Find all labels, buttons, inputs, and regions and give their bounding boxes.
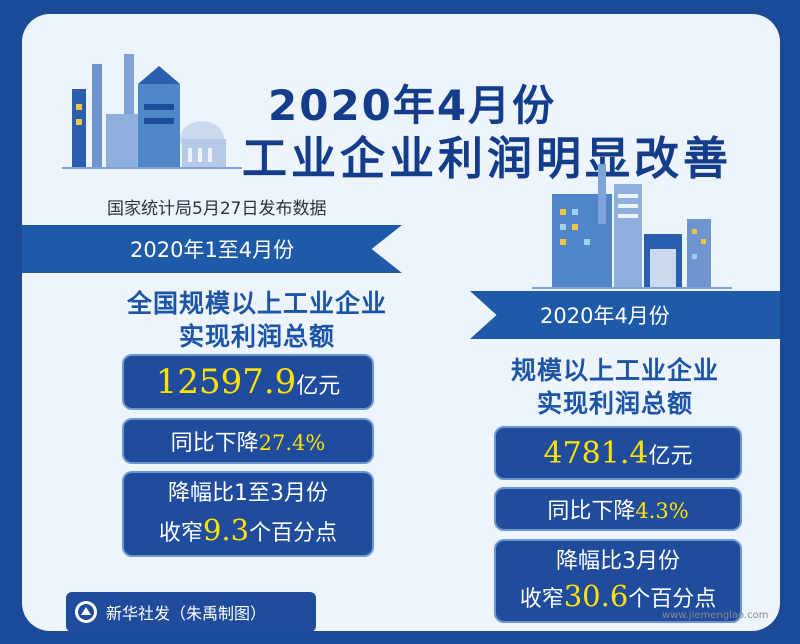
left-yoy-prefix: 同比下降 bbox=[170, 431, 259, 456]
title-line-2: 工业企业利润明显改善 bbox=[242, 132, 733, 185]
right-narrow-value: 30.6 bbox=[563, 578, 629, 613]
right-narrow-unit: 个百分点 bbox=[628, 586, 717, 612]
left-total-unit: 亿元 bbox=[296, 374, 341, 399]
credit-bar: 新华社发（朱禹制图） bbox=[66, 592, 316, 631]
data-source-note: 国家统计局5月27日发布数据 bbox=[107, 199, 327, 219]
right-yoy-box: 同比下降4.3% bbox=[494, 487, 742, 531]
right-narrow-box: 降幅比3月份 收窄30.6个百分点 bbox=[494, 539, 742, 623]
period-ribbon-right: 2020年4月份 bbox=[470, 291, 780, 339]
right-narrow-prefix: 收窄 bbox=[519, 586, 564, 612]
period-label-left: 2020年1至4月份 bbox=[130, 238, 295, 262]
left-narrow-box: 降幅比1至3月份 收窄9.3个百分点 bbox=[122, 471, 374, 557]
period-label-right: 2020年4月份 bbox=[540, 304, 670, 328]
right-total-value: 4781.4 bbox=[543, 435, 649, 471]
right-total-unit: 亿元 bbox=[648, 443, 693, 469]
right-heading: 规模以上工业企业 实现利润总额 bbox=[490, 354, 740, 420]
right-narrow-line-1: 降幅比3月份 bbox=[556, 548, 680, 574]
left-heading-line-1: 全国规模以上工业企业 bbox=[126, 289, 387, 318]
content-card: 2020年4月份 工业企业利润明显改善 国家统计局5月27日发布数据 2020年… bbox=[22, 14, 780, 631]
left-heading: 全国规模以上工业企业 实现利润总额 bbox=[102, 287, 412, 353]
right-total-profit-box: 4781.4亿元 bbox=[494, 426, 742, 480]
left-total-value: 12597.9 bbox=[155, 362, 297, 402]
xinhua-logo-icon bbox=[75, 601, 97, 623]
left-yoy-box: 同比下降27.4% bbox=[122, 418, 374, 464]
left-heading-line-2: 实现利润总额 bbox=[178, 322, 335, 351]
right-yoy-prefix: 同比下降 bbox=[547, 499, 636, 524]
right-yoy-value: 4.3% bbox=[635, 499, 689, 523]
watermark-text: www.jiemenglao.com bbox=[662, 610, 769, 621]
right-heading-line-1: 规模以上工业企业 bbox=[510, 356, 719, 385]
left-narrow-value: 9.3 bbox=[202, 512, 250, 547]
left-narrow-prefix: 收窄 bbox=[158, 520, 203, 546]
left-total-profit-box: 12597.9亿元 bbox=[122, 354, 374, 410]
title-line-1: 2020年4月份 bbox=[268, 81, 557, 130]
left-narrow-line-1: 降幅比1至3月份 bbox=[168, 480, 328, 506]
factory-illustration-right-icon bbox=[532, 164, 732, 289]
credit-text: 新华社发（朱禹制图） bbox=[106, 604, 267, 623]
right-heading-line-2: 实现利润总额 bbox=[536, 389, 693, 418]
left-yoy-value: 27.4% bbox=[258, 431, 326, 455]
period-ribbon-left: 2020年1至4月份 bbox=[22, 225, 402, 273]
factory-illustration-left-icon bbox=[62, 54, 242, 169]
left-narrow-unit: 个百分点 bbox=[249, 520, 338, 546]
